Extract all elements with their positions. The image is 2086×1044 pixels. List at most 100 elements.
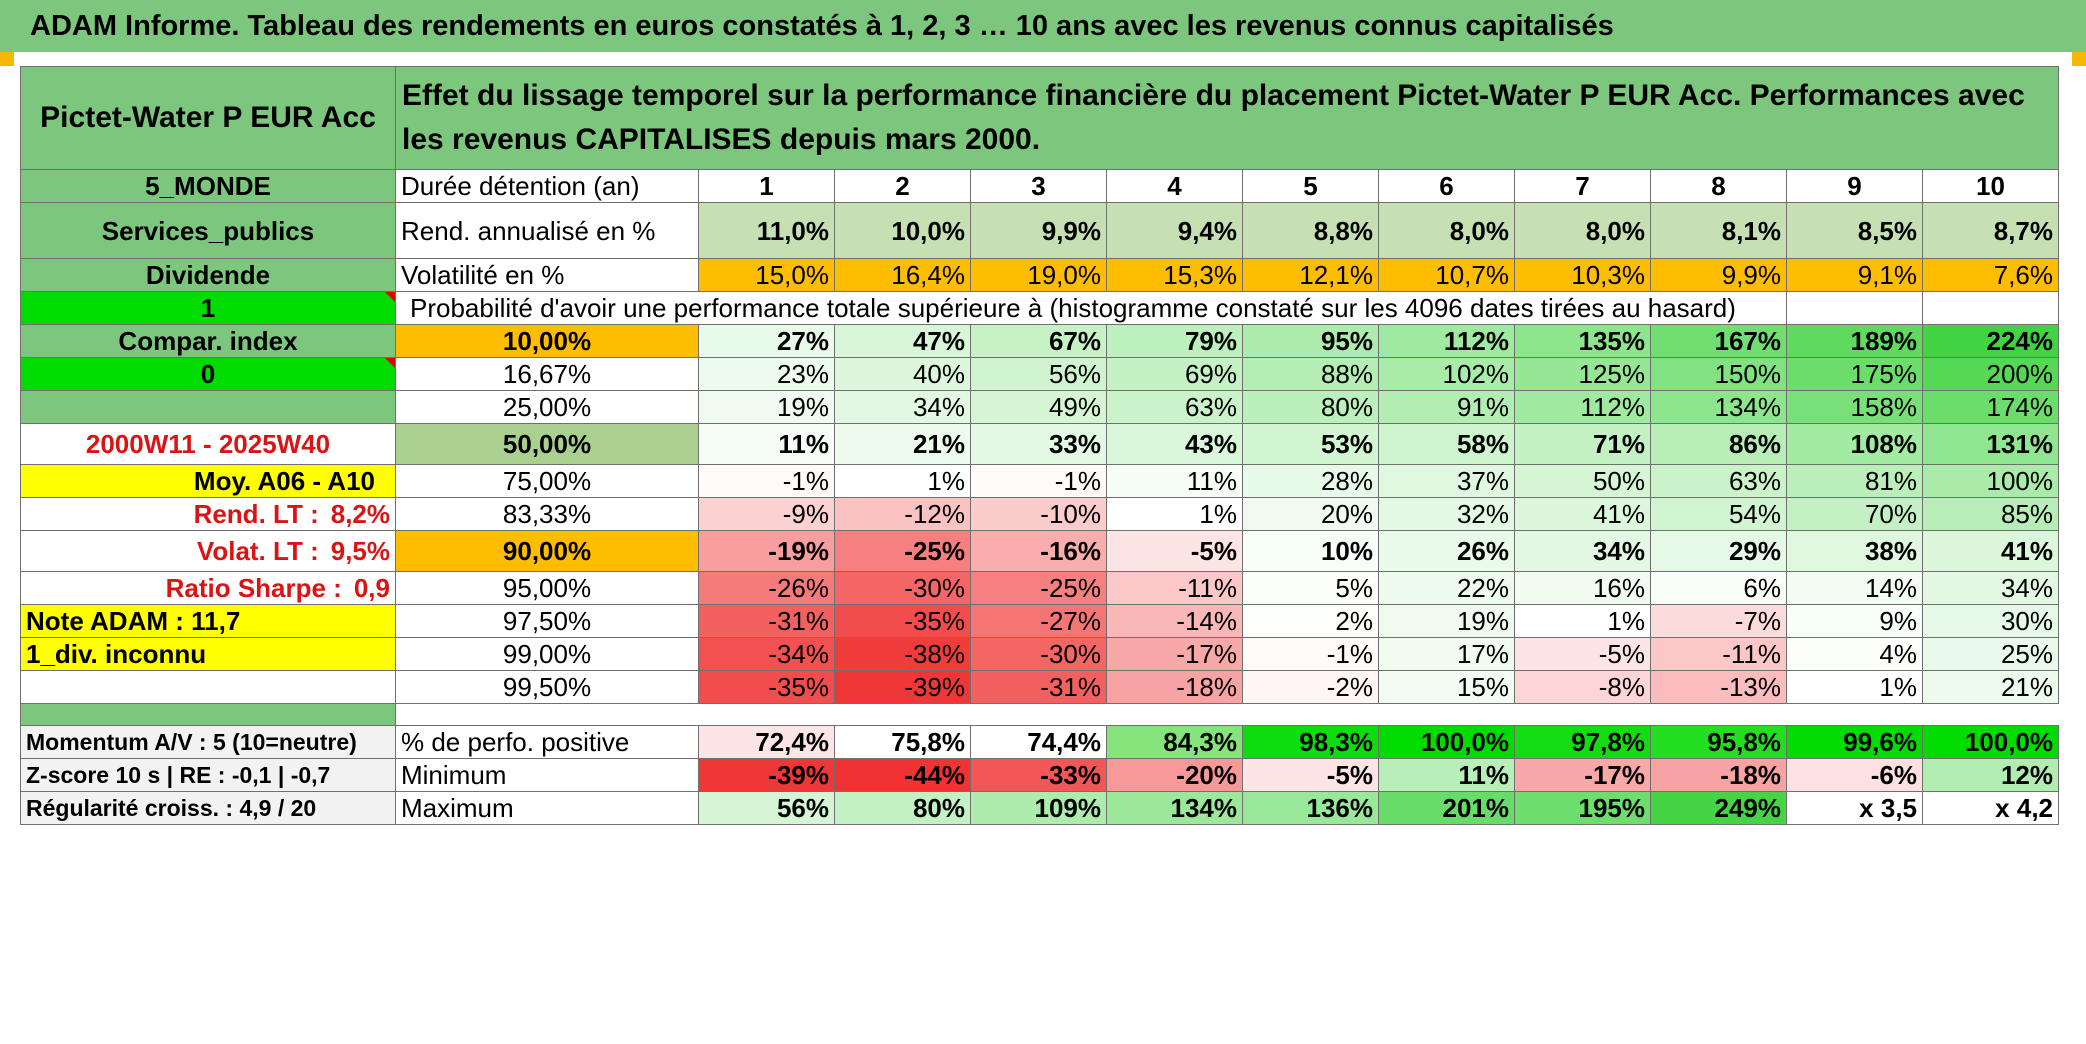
percentile-value: 86% [1650,423,1787,465]
rend-value: 11,0% [698,202,835,259]
percentile-value: 28% [1242,464,1379,498]
percentile-value: 102% [1378,357,1515,391]
max-value: 249% [1650,791,1787,825]
percentile-value: -2% [1242,670,1379,704]
table-row: Volat. LT :9,5% 90,00% -19% -25% -16% -5% 10% 2… [20,530,2059,572]
table-row: 0 16,67% 23% 40% 56% 69% 88% 102% 125% 150% 175% 20… [20,357,2059,391]
year-header: 5 [1242,169,1379,203]
table-row: 1_div. inconnu 99,00% -34% -38% -30% -17% -1% 1… [20,637,2059,671]
percentile-value: 50% [1514,464,1651,498]
percentile-value: -9% [698,497,835,531]
performance-table: Pictet-Water P EUR Acc Effet du lissage t… [20,66,2059,825]
vol-value: 19,0% [970,258,1107,292]
metric-label: Rend. LT : [193,499,319,529]
max-value: 195% [1514,791,1651,825]
max-value: 134% [1106,791,1243,825]
left-label: Moy. A06 - A10 [20,464,396,498]
percentile-value: -34% [698,637,835,671]
percentile-value: 27% [698,324,835,358]
table-row: Régularité croiss. : 4,9 / 20 Maximum 56% 8… [20,791,2059,825]
percentile-value: 43% [1106,423,1243,465]
rend-value: 10,0% [834,202,971,259]
max-value: x 3,5 [1786,791,1923,825]
percentile-value: 34% [1922,571,2059,605]
year-header: 9 [1786,169,1923,203]
table-row: 2000W11 - 2025W40 50,00% 11% 21% 33% 43% 53% 58… [20,423,2059,465]
percentile-value: 38% [1786,530,1923,572]
table-row: Compar. index 10,00% 27% 47% 67% 79% 95% 112% 13… [20,324,2059,358]
empty-cell [1922,291,2059,325]
percentile-value: 19% [698,390,835,424]
max-value: 201% [1378,791,1515,825]
prob-label: Probabilité d'avoir une performance tota… [395,291,1787,325]
percentile-value: 125% [1514,357,1651,391]
percentile-label: 95,00% [395,571,699,605]
left-label: Compar. index [20,324,396,358]
percentile-value: -12% [834,497,971,531]
metric-value: 0,9 [353,573,390,603]
percentile-value: 88% [1242,357,1379,391]
min-value: 12% [1922,758,2059,792]
rend-value: 9,9% [970,202,1107,259]
left-label [20,670,396,704]
percentile-value: 54% [1650,497,1787,531]
fund-name: Pictet-Water P EUR Acc [20,66,396,170]
percentile-value: 135% [1514,324,1651,358]
left-label: 0 [20,357,396,391]
percentile-label: 99,50% [395,670,699,704]
percentile-value: -5% [1106,530,1243,572]
left-metric: Volat. LT : 9,5% [20,530,396,572]
percentile-value: 150% [1650,357,1787,391]
dividend-value: 1 [20,291,396,325]
metric-value: 8,2% [330,499,390,529]
percentile-value: -5% [1514,637,1651,671]
percentile-value: 80% [1242,390,1379,424]
percentile-value: -19% [698,530,835,572]
spacer [396,704,2059,726]
percentile-value: 40% [834,357,971,391]
percentile-value: -30% [970,637,1107,671]
pos-value: 74,4% [970,725,1107,759]
duration-label: Durée détention (an) [395,169,699,203]
vol-value: 10,3% [1514,258,1651,292]
year-header: 10 [1922,169,2059,203]
percentile-value: 200% [1922,357,2059,391]
percentile-value: 33% [970,423,1107,465]
percentile-value: 100% [1922,464,2059,498]
percentile-value: 134% [1650,390,1787,424]
percentile-value: -38% [834,637,971,671]
percentile-value: 15% [1378,670,1515,704]
table-row: Services_publics Rend. annualisé en % 11,0… [20,202,2059,259]
min-value: -6% [1786,758,1923,792]
percentile-value: 1% [1106,497,1243,531]
percentile-value: 58% [1378,423,1515,465]
percentile-value: -25% [834,530,971,572]
year-header: 2 [834,169,971,203]
metric-label: Volat. LT : [196,536,319,566]
percentile-value: 10% [1242,530,1379,572]
percentile-value: 167% [1650,324,1787,358]
percentile-value: -35% [698,670,835,704]
percentile-value: 47% [834,324,971,358]
percentile-value: 23% [698,357,835,391]
percentile-value: 29% [1650,530,1787,572]
percentile-value: 6% [1650,571,1787,605]
min-value: -33% [970,758,1107,792]
table-row: 5_MONDE Durée détention (an) 1 2 3 4 5 6 7 8 9 10 [20,169,2059,203]
percentile-value: 1% [834,464,971,498]
rend-label: Rend. annualisé en % [395,202,699,259]
pos-label: % de perfo. positive [395,725,699,759]
pos-value: 98,3% [1242,725,1379,759]
percentile-value: 53% [1242,423,1379,465]
percentile-value: 19% [1378,604,1515,638]
percentile-value: 63% [1106,390,1243,424]
min-value: 11% [1378,758,1515,792]
percentile-value: 189% [1786,324,1923,358]
table-row: Note ADAM : 11,7 97,50% -31% -35% -27% -14% 2%… [20,604,2059,638]
percentile-value: -7% [1650,604,1787,638]
table-row [20,703,2059,726]
rend-value: 9,4% [1106,202,1243,259]
percentile-value: -31% [970,670,1107,704]
rend-value: 8,1% [1650,202,1787,259]
max-value: x 4,2 [1922,791,2059,825]
